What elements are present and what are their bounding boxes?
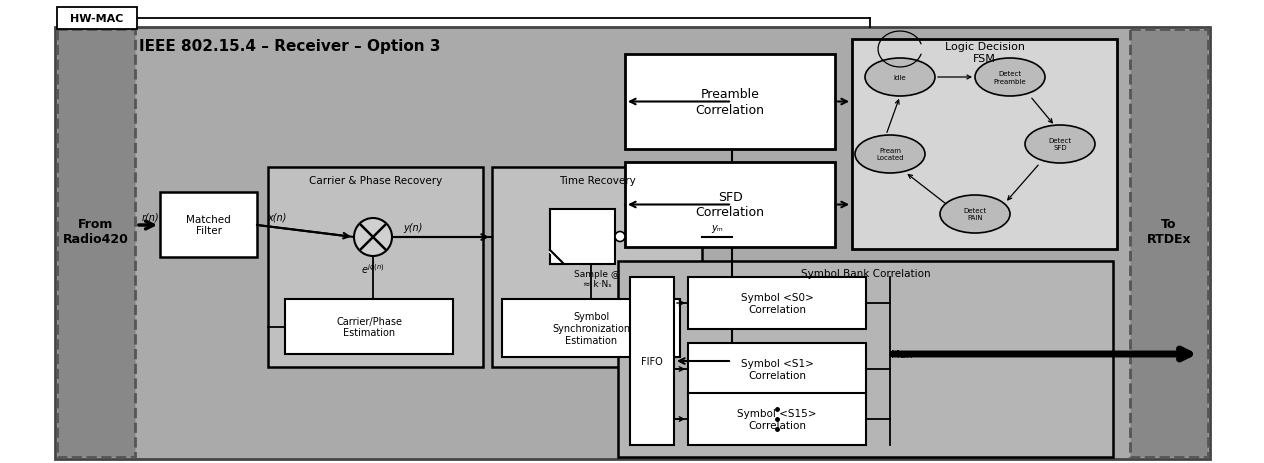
Text: FIFO: FIFO [641,356,662,366]
Bar [161,193,257,257]
Text: Logic Decision
FSM: Logic Decision FSM [944,42,1025,63]
Text: Sample @: Sample @ [574,270,619,279]
Text: HW-MAC: HW-MAC [71,14,124,24]
Bar [852,40,1117,250]
Text: Preamble
Correlation: Preamble Correlation [695,88,765,116]
Text: Carrier/Phase
Estimation: Carrier/Phase Estimation [336,316,402,338]
Text: x(n): x(n) [267,213,287,223]
Ellipse shape [854,136,925,174]
Text: y(n): y(n) [403,223,422,232]
Text: SFD
Correlation: SFD Correlation [695,191,765,219]
Text: Detect
SFD: Detect SFD [1048,138,1072,151]
Text: Detect
PAIN: Detect PAIN [963,208,987,221]
Text: Matched
Filter: Matched Filter [186,214,231,236]
Text: From
Radio420: From Radio420 [63,218,129,245]
Text: Symbol
Synchronization
Estimation: Symbol Synchronization Estimation [552,312,629,345]
Text: Pream
Located: Pream Located [876,148,904,161]
Bar [688,277,866,329]
Bar [57,30,135,457]
Bar [550,210,616,264]
Bar [618,262,1114,457]
Text: yₘ: yₘ [712,223,723,232]
Circle shape [354,219,392,257]
Bar [284,300,453,354]
Bar [492,168,702,367]
Text: To
RTDEx: To RTDEx [1146,218,1191,245]
Bar [1130,30,1208,457]
Ellipse shape [940,195,1010,233]
Bar [502,300,680,357]
Text: r(n): r(n) [142,213,159,223]
Text: Idle: Idle [894,75,906,81]
Bar [688,393,866,445]
Text: Symbol <S0>
Correlation: Symbol <S0> Correlation [741,293,813,314]
Text: Symbol <S1>
Correlation: Symbol <S1> Correlation [741,358,814,380]
Text: $e^{j\hat{\phi}(n)}$: $e^{j\hat{\phi}(n)}$ [362,259,386,276]
Text: Carrier & Phase Recovery: Carrier & Phase Recovery [308,175,442,186]
Ellipse shape [975,59,1045,97]
Text: Time Recovery: Time Recovery [559,175,636,186]
Ellipse shape [865,59,935,97]
Bar [624,55,836,150]
Circle shape [616,232,624,242]
Text: ≈ k·Nₛ: ≈ k·Nₛ [583,280,612,289]
Ellipse shape [1025,126,1095,163]
Text: Max: Max [891,349,913,359]
Bar [629,277,674,445]
Text: Symbol <S15>
Correlation: Symbol <S15> Correlation [737,408,817,430]
Text: Symbol Bank Correlation: Symbol Bank Correlation [800,269,930,278]
Text: IEEE 802.15.4 – Receiver – Option 3: IEEE 802.15.4 – Receiver – Option 3 [139,39,441,54]
Bar [57,8,137,30]
Bar [688,343,866,395]
Bar [268,168,483,367]
Text: Detect
Preamble: Detect Preamble [994,71,1026,84]
Bar [624,163,836,247]
